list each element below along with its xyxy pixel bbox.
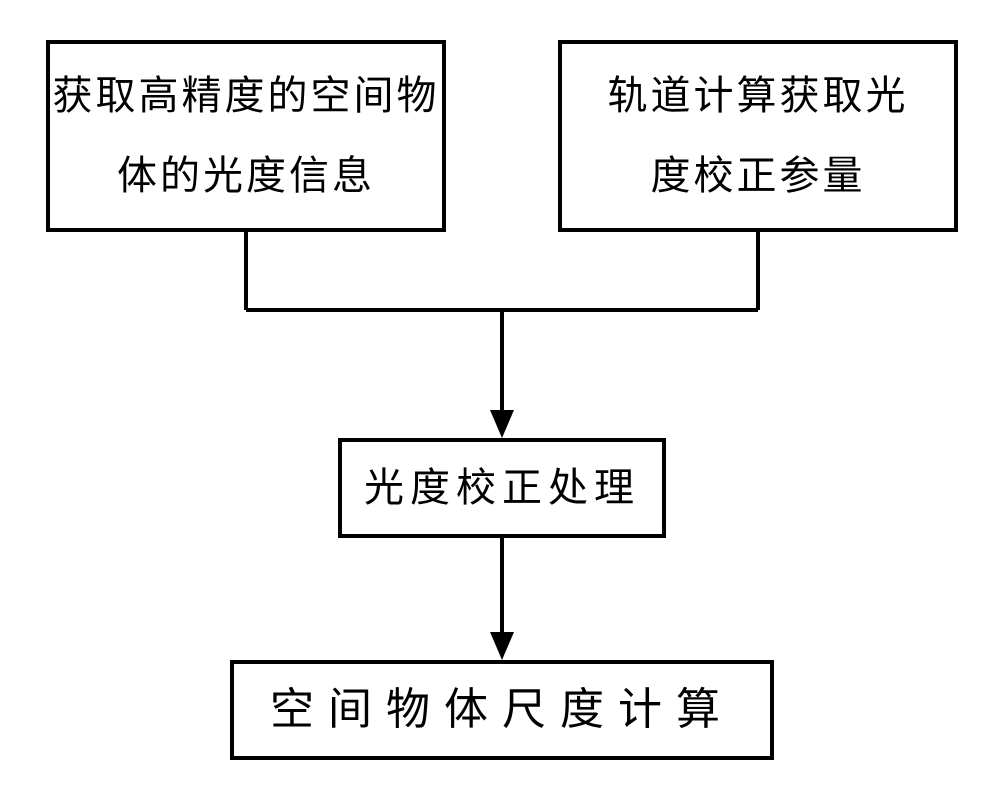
node-middle: 光度校正处理: [338, 438, 666, 538]
node-top-left: 获取高精度的空间物 体的光度信息: [46, 40, 446, 232]
node-middle-label: 光度校正处理: [364, 448, 640, 528]
node-top-left-label: 获取高精度的空间物 体的光度信息: [53, 56, 440, 216]
flowchart-canvas: 获取高精度的空间物 体的光度信息 轨道计算获取光 度校正参量 光度校正处理 空间…: [0, 0, 1000, 792]
node-top-right-label: 轨道计算获取光 度校正参量: [608, 56, 909, 216]
node-bottom: 空间物体尺度计算: [230, 660, 774, 760]
node-top-right: 轨道计算获取光 度校正参量: [558, 40, 958, 232]
node-bottom-label: 空间物体尺度计算: [270, 666, 734, 754]
